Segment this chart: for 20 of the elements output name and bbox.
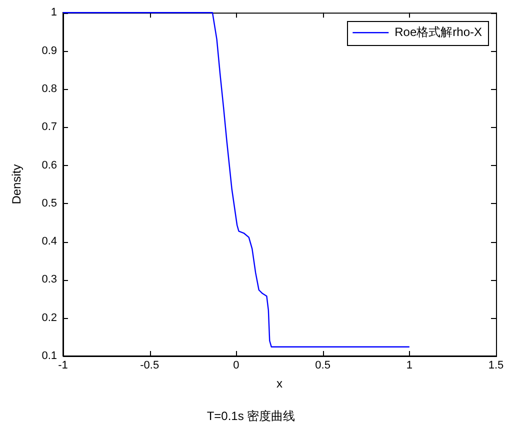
y-tick-label: 0.3 [42,274,57,286]
y-tick-label: 0.4 [42,236,57,248]
y-tick-label: 0.8 [42,82,57,95]
y-tick-label: 1 [50,6,57,19]
x-tick-label: 1.5 [488,360,504,372]
x-tick-label: -0.5 [140,360,160,372]
legend-label: Roe格式解rho-X [394,24,482,39]
y-axis-title: Density [10,164,24,204]
x-tick-label: 1 [406,360,412,372]
y-tick-label: 0.7 [42,121,57,134]
y-tick-label: 0.6 [42,159,57,172]
text: T=0.1s 密度曲线 [206,409,296,424]
x-axis-title: x [276,376,282,391]
y-tick-label: 0.9 [42,44,57,57]
y-tick-label: 0.2 [42,312,57,324]
x-tick-label: 0.5 [315,360,330,372]
x-tick-label: -1 [58,360,68,372]
x-tick-label: 0 [233,360,240,372]
y-tick-label: 0.5 [42,197,57,210]
y-tick-label: 0.1 [42,350,57,362]
